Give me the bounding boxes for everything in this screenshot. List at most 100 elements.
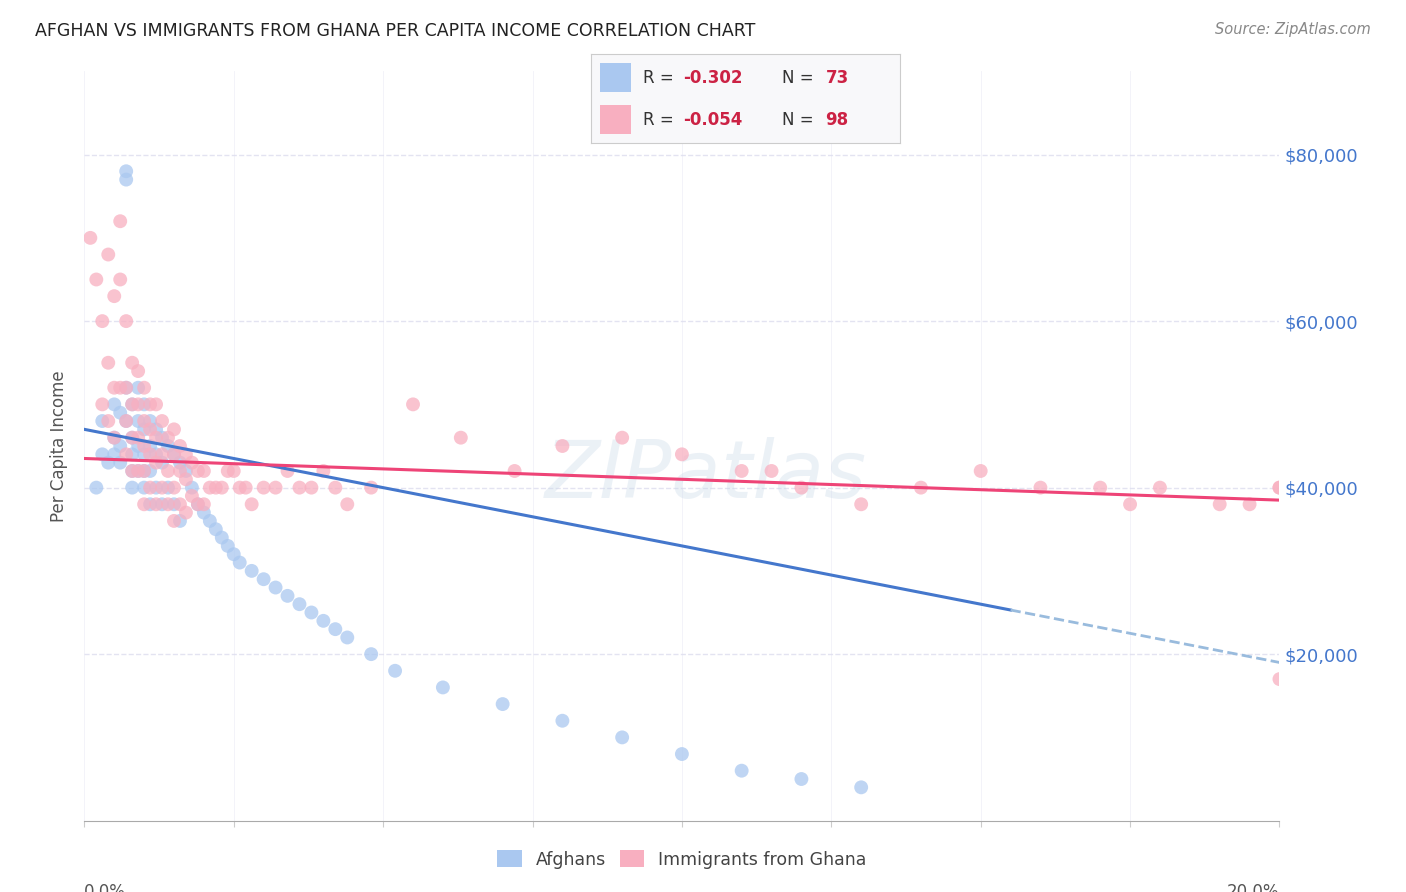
Point — [761, 464, 783, 478]
Point — [132, 381, 156, 395]
Point — [121, 397, 143, 411]
Point — [115, 414, 138, 428]
Point — [103, 431, 125, 445]
Point — [163, 497, 186, 511]
Point — [115, 164, 138, 178]
Point — [169, 439, 191, 453]
Point — [193, 506, 215, 520]
Text: -0.054: -0.054 — [683, 111, 742, 128]
Point — [115, 414, 138, 428]
Point — [851, 497, 873, 511]
Point — [121, 447, 143, 461]
Point — [277, 464, 299, 478]
Point — [139, 464, 162, 478]
Point — [157, 481, 180, 495]
Point — [127, 464, 149, 478]
Point — [790, 772, 813, 786]
Point — [139, 497, 162, 511]
Point — [97, 414, 120, 428]
Text: 20.0%: 20.0% — [1227, 883, 1279, 892]
Text: 73: 73 — [825, 69, 849, 87]
Point — [1029, 481, 1052, 495]
Point — [169, 464, 191, 478]
FancyBboxPatch shape — [600, 63, 631, 92]
Point — [139, 447, 162, 461]
Text: Source: ZipAtlas.com: Source: ZipAtlas.com — [1215, 22, 1371, 37]
Point — [612, 431, 634, 445]
Point — [222, 464, 245, 478]
Point — [103, 431, 125, 445]
Point — [127, 431, 149, 445]
Point — [150, 497, 173, 511]
Text: AFGHAN VS IMMIGRANTS FROM GHANA PER CAPITA INCOME CORRELATION CHART: AFGHAN VS IMMIGRANTS FROM GHANA PER CAPI… — [35, 22, 755, 40]
Point — [402, 397, 425, 411]
Point — [198, 514, 221, 528]
Y-axis label: Per Capita Income: Per Capita Income — [51, 370, 69, 522]
Point — [121, 397, 143, 411]
Point — [312, 614, 335, 628]
Point — [115, 381, 138, 395]
Point — [86, 481, 108, 495]
Point — [790, 481, 813, 495]
Point — [336, 497, 359, 511]
Point — [97, 247, 120, 261]
Point — [1119, 497, 1142, 511]
Point — [145, 497, 167, 511]
Point — [277, 589, 299, 603]
Point — [145, 397, 167, 411]
Point — [450, 431, 472, 445]
Point — [211, 481, 233, 495]
Point — [336, 631, 359, 645]
Point — [1268, 481, 1291, 495]
Point — [301, 606, 323, 620]
Point — [145, 447, 167, 461]
Point — [217, 539, 239, 553]
Point — [181, 481, 204, 495]
Point — [132, 464, 156, 478]
Point — [384, 664, 406, 678]
Point — [139, 414, 162, 428]
Text: N =: N = — [782, 111, 820, 128]
Point — [187, 497, 209, 511]
Point — [139, 422, 162, 436]
Point — [970, 464, 993, 478]
Point — [150, 456, 173, 470]
Point — [157, 439, 180, 453]
Point — [360, 647, 382, 661]
Point — [264, 581, 287, 595]
Point — [551, 439, 574, 453]
Point — [97, 356, 120, 370]
Point — [222, 547, 245, 561]
Point — [150, 447, 173, 461]
Point — [132, 481, 156, 495]
Point — [127, 364, 149, 378]
Text: R =: R = — [643, 69, 679, 87]
Point — [193, 497, 215, 511]
Point — [492, 697, 515, 711]
Point — [127, 464, 149, 478]
Point — [910, 481, 932, 495]
Point — [121, 431, 143, 445]
Point — [253, 481, 276, 495]
Point — [1209, 497, 1232, 511]
Point — [228, 481, 252, 495]
Point — [1149, 481, 1171, 495]
Point — [1239, 497, 1261, 511]
Point — [132, 422, 156, 436]
Point — [198, 481, 221, 495]
Point — [205, 481, 228, 495]
Point — [1090, 481, 1112, 495]
Point — [312, 464, 335, 478]
Point — [110, 439, 132, 453]
Point — [132, 439, 156, 453]
Point — [139, 397, 162, 411]
Point — [145, 456, 167, 470]
Point — [132, 497, 156, 511]
Point — [181, 489, 204, 503]
Point — [187, 464, 209, 478]
Point — [211, 531, 233, 545]
Point — [132, 397, 156, 411]
Point — [121, 464, 143, 478]
Point — [132, 464, 156, 478]
Point — [240, 497, 263, 511]
